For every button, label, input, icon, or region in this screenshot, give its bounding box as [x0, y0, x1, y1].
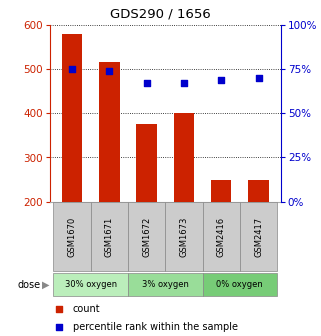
Bar: [211, 180, 231, 202]
Point: [56, 306, 62, 311]
Bar: [203, 273, 277, 296]
Bar: [62, 34, 82, 202]
Point: [181, 81, 187, 86]
Point: [107, 68, 112, 74]
Text: GSM1670: GSM1670: [68, 217, 77, 257]
Bar: [240, 202, 277, 271]
Bar: [174, 113, 194, 202]
Text: GSM2416: GSM2416: [217, 217, 226, 257]
Bar: [248, 179, 269, 202]
Text: count: count: [73, 304, 100, 314]
Bar: [99, 62, 120, 202]
Bar: [91, 202, 128, 271]
Bar: [136, 124, 157, 202]
Text: GDS290 / 1656: GDS290 / 1656: [110, 8, 211, 20]
Bar: [128, 202, 165, 271]
Point: [256, 75, 261, 81]
Point: [56, 324, 62, 329]
Text: 3% oxygen: 3% oxygen: [142, 280, 189, 289]
Point: [144, 81, 149, 86]
Text: GSM1671: GSM1671: [105, 217, 114, 257]
Bar: [203, 202, 240, 271]
Text: 0% oxygen: 0% oxygen: [216, 280, 263, 289]
Text: dose: dose: [17, 280, 40, 290]
Text: ▶: ▶: [42, 280, 49, 290]
Bar: [54, 202, 91, 271]
Text: percentile rank within the sample: percentile rank within the sample: [73, 322, 238, 332]
Text: GSM2417: GSM2417: [254, 217, 263, 257]
Text: 30% oxygen: 30% oxygen: [65, 280, 117, 289]
Point: [219, 77, 224, 83]
Text: GSM1673: GSM1673: [179, 217, 188, 257]
Text: GSM1672: GSM1672: [142, 217, 151, 257]
Bar: [54, 273, 128, 296]
Bar: [128, 273, 203, 296]
Bar: [165, 202, 203, 271]
Point: [70, 67, 75, 72]
